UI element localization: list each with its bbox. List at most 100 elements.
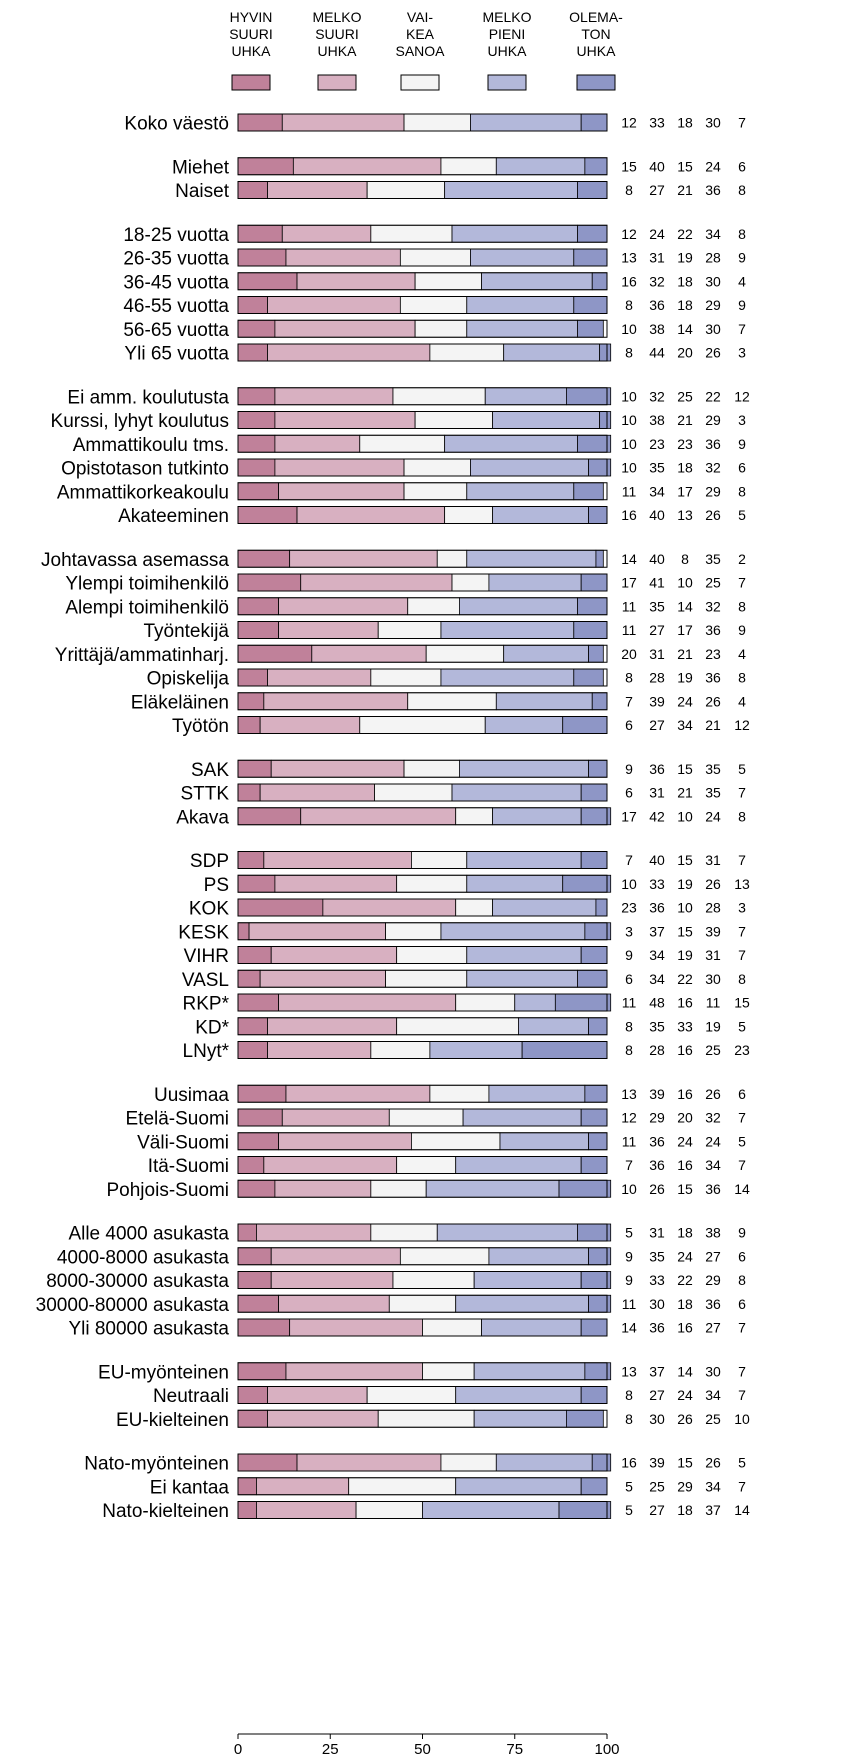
chart-row: Koko väestö 12 33 18 30 7 (124, 113, 746, 135)
value-label: 10 (621, 1181, 637, 1197)
bar-segment (414, 319, 468, 338)
chart-row: 4000-8000 asukasta 9 35 24 27 6 (57, 1247, 746, 1268)
value-label: 12 (621, 226, 637, 242)
bar-segment (274, 434, 361, 453)
value-label: 15 (677, 158, 693, 174)
chart-row: Yrittäjä/ammatinharj. 20 31 21 23 4 (55, 644, 746, 666)
bar-segment (237, 1409, 268, 1428)
bar-segment (292, 157, 442, 176)
bar-segment (267, 343, 431, 362)
value-label: 17 (677, 622, 693, 638)
bar-segment (562, 716, 608, 734)
value-label: 31 (649, 250, 665, 266)
bar-segment (591, 1453, 612, 1472)
bar-segment (377, 1409, 475, 1428)
bar-outline (237, 1108, 608, 1127)
bar-segment (366, 1386, 457, 1404)
chart-row: LNyt* 8 28 16 25 23 (183, 1041, 750, 1062)
row-label: Nato-kielteinen (102, 1501, 229, 1522)
row-label: Opistotason tutkinto (61, 459, 229, 480)
bar-segment (403, 482, 468, 501)
row-label: Väli-Suomi (137, 1132, 229, 1153)
bar-outline (237, 157, 608, 176)
bar-outline (237, 922, 608, 941)
row-label: Naiset (175, 181, 230, 202)
legend-swatch (231, 74, 271, 91)
value-label: 12 (734, 717, 750, 733)
bar-segment (256, 1223, 372, 1242)
bar-segment (495, 692, 593, 711)
value-label: 15 (677, 1455, 693, 1471)
row-label: Johtavassa asemassa (41, 550, 229, 571)
bar-segment (237, 851, 265, 869)
bar-segment (573, 482, 604, 501)
bar-segment (488, 1084, 586, 1103)
value-label: 39 (649, 1086, 665, 1102)
chart-row: Johtavassa asemassa 14 40 8 35 2 (41, 549, 746, 571)
value-label: 12 (621, 115, 637, 131)
chart-row: Ei amm. koulutusta 10 32 25 22 12 (67, 387, 750, 408)
value-label: 10 (621, 876, 637, 892)
value-label: 7 (738, 575, 746, 591)
row-label: Neutraali (153, 1386, 229, 1407)
value-label: 9 (738, 297, 746, 313)
bar-segment (237, 759, 272, 778)
value-label: 9 (625, 761, 633, 777)
bar-segment (580, 1386, 608, 1404)
bar-segment (359, 434, 446, 453)
bar-segment (577, 597, 608, 616)
value-label: 39 (649, 1455, 665, 1471)
bar-segment (444, 434, 578, 453)
bar-segment (514, 993, 556, 1012)
value-label: 32 (705, 598, 721, 614)
bar-segment (458, 759, 589, 778)
bar-segment (436, 1223, 578, 1242)
value-label: 40 (649, 158, 665, 174)
value-label: 23 (649, 436, 665, 452)
chart-row: Työntekijä 11 27 17 36 9 (143, 621, 746, 642)
bar-segment (495, 157, 586, 176)
bar-segment (237, 946, 272, 964)
bar-segment (580, 807, 612, 826)
bar-segment (566, 1409, 604, 1428)
bar-segment (425, 1179, 560, 1198)
value-label: 31 (705, 947, 721, 963)
value-label: 6 (625, 717, 633, 733)
bar-outline (237, 1017, 608, 1036)
bar-segment (370, 1041, 431, 1059)
bar-segment (440, 668, 575, 687)
row-label: PS (204, 875, 229, 896)
bar-segment (396, 946, 468, 964)
bar-segment (267, 1409, 379, 1428)
bar-segment (237, 668, 268, 687)
row-label: 36-45 vuotta (123, 272, 229, 293)
row-label: Akateeminen (118, 506, 229, 527)
value-label: 28 (649, 1042, 665, 1058)
value-label: 30 (705, 321, 721, 337)
row-label: 56-65 vuotta (123, 320, 229, 341)
bar-segment (481, 272, 593, 291)
bar-segment (492, 411, 601, 429)
chart-row: Kurssi, lyhyt koulutus 10 38 21 29 3 (51, 411, 746, 432)
bar-segment (274, 387, 394, 406)
value-label: 21 (677, 182, 693, 198)
bar-segment (407, 597, 460, 616)
bar-segment (470, 113, 582, 132)
value-label: 17 (621, 575, 637, 591)
row-label: Kurssi, lyhyt koulutus (51, 411, 229, 432)
bar-segment (411, 1132, 501, 1151)
bar-segment (455, 1477, 582, 1496)
bar-segment (237, 113, 283, 132)
value-label: 44 (649, 345, 665, 361)
bar-outline (237, 851, 608, 869)
value-label: 22 (677, 971, 693, 987)
bar-outline (237, 113, 608, 132)
value-label: 34 (705, 1478, 721, 1494)
bar-segment (473, 1409, 567, 1428)
value-label: 36 (649, 297, 665, 313)
bar-segment (399, 248, 471, 267)
value-label: 14 (621, 551, 637, 567)
bar-outline (237, 573, 608, 592)
row-label: KD* (195, 1017, 229, 1038)
legend-label: MELKO (312, 9, 361, 25)
